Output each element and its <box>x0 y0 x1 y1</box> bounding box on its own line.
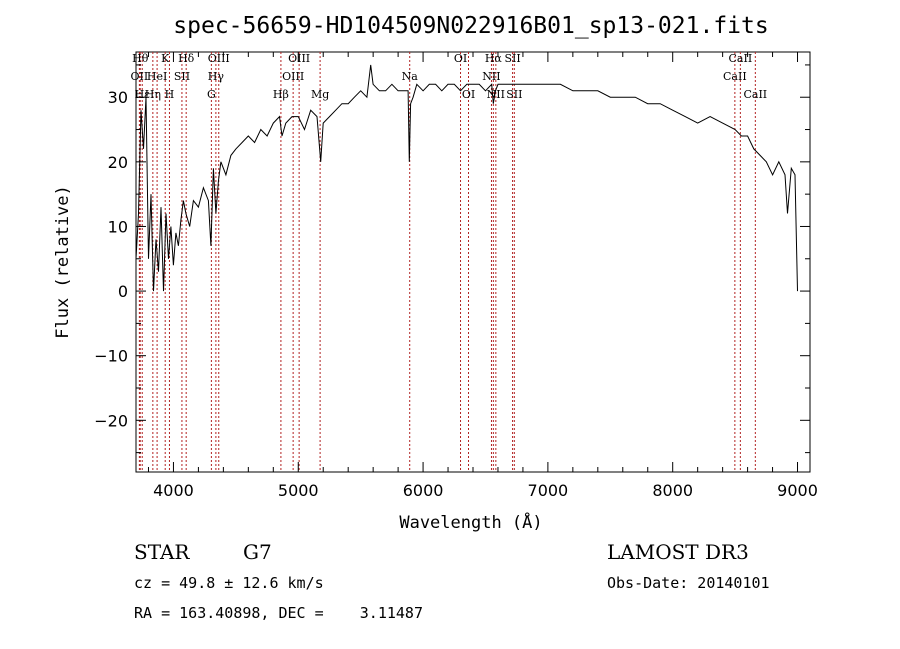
spectral-line-label: Hθ <box>132 52 149 65</box>
observation-date: Obs-Date: 20140101 <box>607 574 770 592</box>
spectral-line-label: CaII <box>743 88 767 101</box>
spectral-line-label: OII <box>131 70 149 83</box>
y-tick-label: −20 <box>94 411 128 430</box>
y-tick-label: 30 <box>108 88 128 107</box>
spectral-line-markers <box>138 52 756 472</box>
spectral-line-label: Hβ <box>273 88 289 101</box>
spectral-line-label: OIII <box>288 52 310 65</box>
spectral-line-label: CaII <box>729 52 753 65</box>
coordinates: RA = 163.40898, DEC = 3.11487 <box>134 604 423 622</box>
x-axis-ticks: 4000 5000 6000 7000 8000 9000 <box>147 52 818 500</box>
object-type: STAR <box>134 540 190 564</box>
spectral-line-labels: HθOIIHεHηHeIKHSIIHδGHγOIIIHβOIIIOIIIMgNa… <box>131 52 768 101</box>
spectral-line-label: G <box>207 88 216 101</box>
spectral-line-label: Hδ <box>178 52 195 65</box>
x-tick-label: 8000 <box>652 481 693 500</box>
spectral-line-label: SII <box>174 70 190 83</box>
x-tick-label: 7000 <box>528 481 569 500</box>
y-axis-label: Flux (relative) <box>53 185 73 339</box>
spectral-line-label: NII <box>487 88 505 101</box>
y-tick-label: 20 <box>108 153 128 172</box>
spectral-line-label: K <box>161 52 170 65</box>
spectral-line-label: OI <box>462 88 475 101</box>
y-tick-label: −10 <box>94 347 128 366</box>
spectral-line-label: Mg <box>311 88 329 101</box>
spectral-line-label: HeI <box>147 70 167 83</box>
y-axis-ticks: −20 −10 0 10 20 30 <box>94 64 810 454</box>
spectral-line-label: NII <box>482 70 500 83</box>
redshift-velocity: cz = 49.8 ± 12.6 km/s <box>134 574 324 592</box>
spectral-line-label: OIII <box>208 52 230 65</box>
chart-title: spec-56659-HD104509N022916B01_sp13-021.f… <box>173 13 768 39</box>
spectral-line-label: Hη <box>145 88 161 101</box>
spectral-line-label: Na <box>402 70 419 83</box>
spectral-line-label: SII <box>504 52 520 65</box>
spectral-line-label: SII <box>506 88 522 101</box>
x-tick-label: 6000 <box>403 481 444 500</box>
x-tick-label: 4000 <box>153 481 194 500</box>
plot-frame <box>135 51 811 473</box>
x-tick-label: 9000 <box>777 481 818 500</box>
object-subclass: G7 <box>243 540 272 564</box>
spectral-line-label: Hα <box>485 52 503 65</box>
spectral-line-label: Hγ <box>208 70 225 83</box>
spectrum-chart: spec-56659-HD104509N022916B01_sp13-021.f… <box>53 13 818 533</box>
x-axis-label: Wavelength (Å) <box>399 511 542 533</box>
spectral-line-label: H <box>165 88 175 101</box>
x-tick-label: 5000 <box>278 481 319 500</box>
spectral-line-label: OIII <box>282 70 304 83</box>
spectral-line-label: CaII <box>723 70 747 83</box>
survey-name: LAMOST DR3 <box>607 540 749 564</box>
spectrum-line <box>135 64 798 292</box>
y-tick-label: 0 <box>118 282 128 301</box>
y-tick-label: 10 <box>108 217 128 236</box>
spectral-line-label: OI <box>454 52 467 65</box>
